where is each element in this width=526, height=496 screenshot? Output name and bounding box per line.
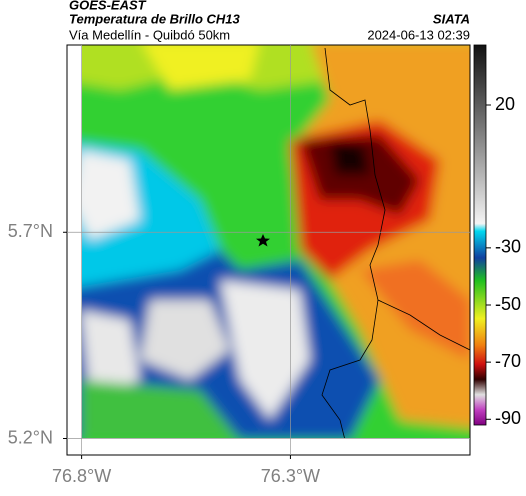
timestamp: 2024-06-13 02:39 [367, 27, 470, 42]
map-frame [66, 44, 471, 456]
x-tick-label: 76.3°W [261, 466, 320, 486]
colorbar-label: 20 [495, 94, 515, 114]
colorbar-label: -50 [495, 294, 521, 314]
raster [82, 45, 470, 438]
source: GOES-EAST [69, 0, 147, 12]
y-tick-label: 5.2°N [8, 427, 53, 447]
colorbar [473, 44, 487, 426]
colorbar-label: -30 [495, 237, 521, 257]
colorbar-label: -90 [495, 408, 521, 428]
colorbar-label: -70 [495, 351, 521, 371]
title: Temperatura de Brillo CH13 [69, 11, 241, 26]
city-marker [256, 234, 270, 247]
y-tick-label: 5.7°N [8, 221, 53, 241]
x-tick-label: 76.8°W [52, 466, 111, 486]
agency: SIATA [433, 11, 470, 26]
subtitle: Vía Medellín - Quibdó 50km [69, 27, 230, 42]
